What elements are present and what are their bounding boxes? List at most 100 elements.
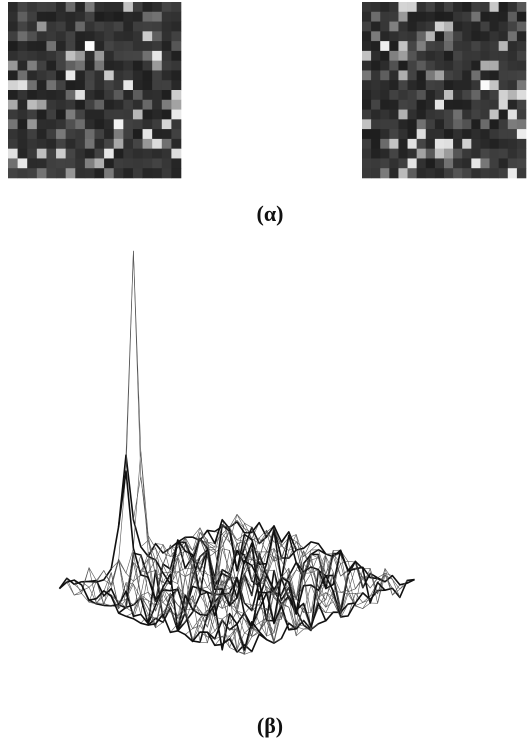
- pixel: [18, 168, 28, 178]
- pixel: [471, 61, 480, 71]
- pixel: [152, 129, 162, 139]
- pixel: [18, 2, 28, 12]
- pixel: [133, 110, 143, 120]
- pixel: [85, 149, 95, 159]
- pixel: [162, 80, 172, 90]
- pixel: [75, 12, 85, 22]
- pixel: [362, 80, 371, 90]
- pixel: [95, 139, 105, 149]
- pixel: [123, 110, 133, 120]
- pixel: [66, 80, 76, 90]
- pixel: [46, 100, 56, 110]
- pixel: [27, 158, 37, 168]
- pixel: [389, 158, 398, 168]
- pixel: [133, 2, 143, 12]
- pixel: [37, 22, 47, 32]
- pixel: [37, 158, 47, 168]
- pixel: [143, 139, 153, 149]
- pixel: [380, 119, 389, 129]
- mesh-line: [237, 580, 415, 653]
- pixel: [453, 100, 462, 110]
- pixel: [46, 80, 56, 90]
- pixel: [133, 41, 143, 51]
- pixel: [95, 70, 105, 80]
- pixel: [104, 61, 114, 71]
- pixel: [362, 119, 371, 129]
- pixel: [66, 129, 76, 139]
- pixel: [8, 119, 18, 129]
- pixel: [480, 149, 489, 159]
- pixel: [380, 158, 389, 168]
- pixel: [46, 31, 56, 41]
- pixel: [8, 41, 18, 51]
- pixel: [114, 41, 124, 51]
- pixel: [85, 80, 95, 90]
- pixel: [143, 31, 153, 41]
- pixel: [162, 61, 172, 71]
- pixel: [444, 90, 453, 100]
- pixel: [75, 158, 85, 168]
- pixel: [517, 22, 526, 32]
- pixel: [133, 31, 143, 41]
- pixel: [133, 61, 143, 71]
- pixel: [152, 119, 162, 129]
- pixel: [508, 51, 517, 61]
- pixel: [171, 2, 181, 12]
- pixel: [362, 51, 371, 61]
- pixel: [517, 12, 526, 22]
- pixel: [453, 129, 462, 139]
- pixel: [408, 22, 417, 32]
- pixel: [85, 168, 95, 178]
- pixel: [104, 70, 114, 80]
- pixel: [66, 70, 76, 80]
- pixel: [85, 119, 95, 129]
- pixel: [471, 110, 480, 120]
- pixel: [37, 90, 47, 100]
- pixel: [408, 129, 417, 139]
- pixel: [417, 119, 426, 129]
- pixel: [453, 31, 462, 41]
- pixel: [462, 22, 471, 32]
- pixel: [123, 70, 133, 80]
- pixel: [114, 149, 124, 159]
- pixel: [499, 51, 508, 61]
- pixel: [133, 129, 143, 139]
- pixel: [162, 110, 172, 120]
- pixel: [46, 168, 56, 178]
- pixel: [453, 90, 462, 100]
- pixel: [152, 80, 162, 90]
- pixel: [398, 168, 407, 178]
- pixel: [480, 61, 489, 71]
- pixel: [114, 22, 124, 32]
- pixel: [56, 80, 66, 90]
- pixel: [114, 158, 124, 168]
- pixel: [95, 51, 105, 61]
- pixel: [37, 168, 47, 178]
- pixel: [56, 129, 66, 139]
- pixel: [95, 61, 105, 71]
- pixel: [444, 31, 453, 41]
- pixel: [362, 158, 371, 168]
- pixel: [56, 110, 66, 120]
- pixel: [162, 90, 172, 100]
- pixel: [46, 70, 56, 80]
- pixel: [27, 129, 37, 139]
- pixel: [444, 119, 453, 129]
- pixel: [508, 61, 517, 71]
- pixel: [417, 80, 426, 90]
- pixel: [471, 129, 480, 139]
- pixel: [46, 51, 56, 61]
- pixel: [462, 61, 471, 71]
- pixel: [8, 110, 18, 120]
- pixel: [18, 51, 28, 61]
- pixel: [104, 31, 114, 41]
- pixel: [453, 80, 462, 90]
- pixel: [499, 31, 508, 41]
- pixel: [426, 70, 435, 80]
- pixel: [480, 110, 489, 120]
- pixel: [426, 168, 435, 178]
- pixel: [56, 158, 66, 168]
- panel-label: (β): [257, 713, 283, 738]
- pixel: [85, 158, 95, 168]
- pixel: [499, 61, 508, 71]
